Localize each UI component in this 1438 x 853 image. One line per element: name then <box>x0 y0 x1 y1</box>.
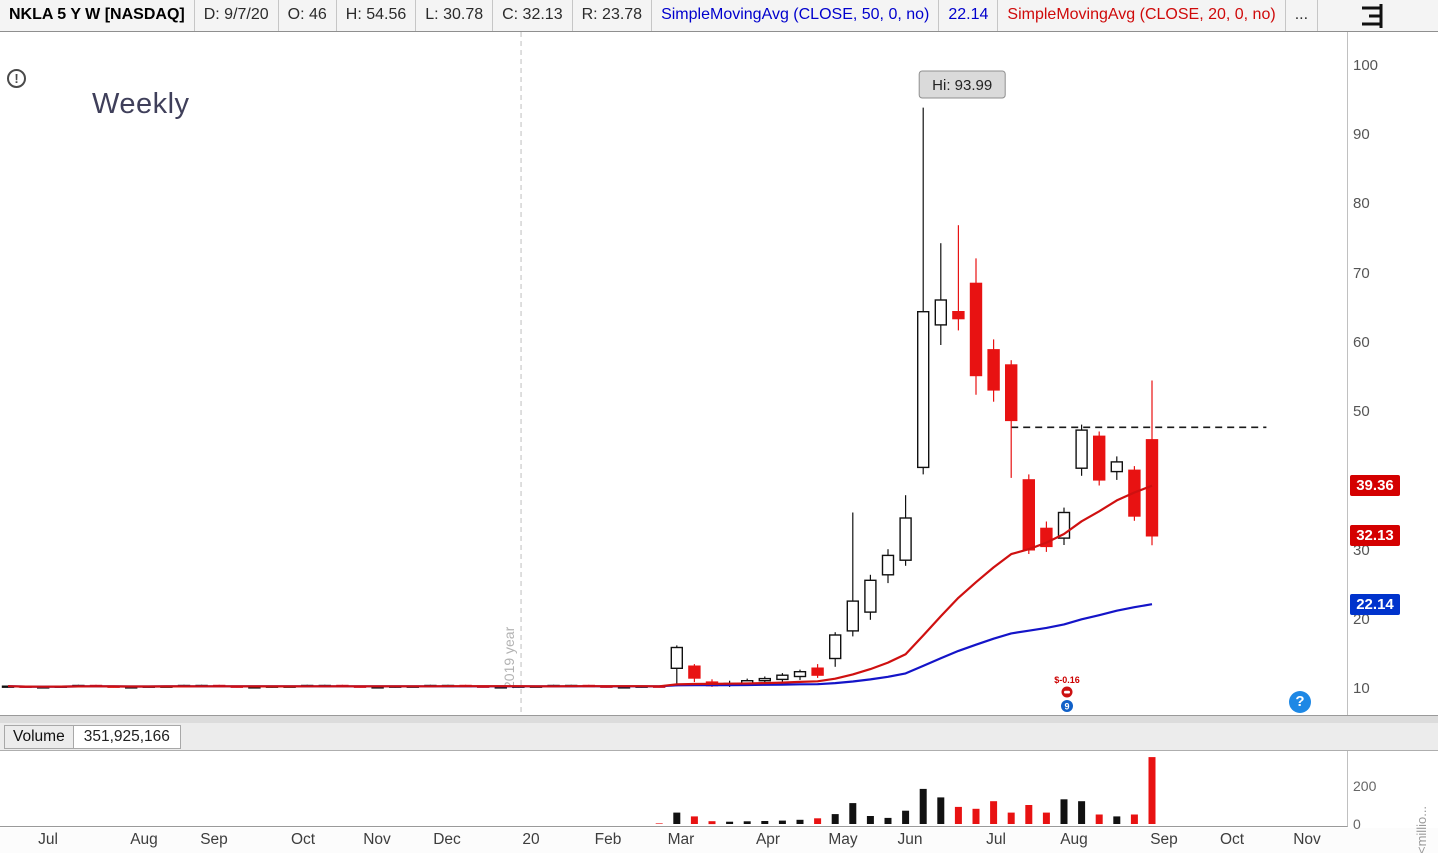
chart-header: NKLA 5 Y W [NASDAQ] D: 9/7/20 O: 46 H: 5… <box>0 0 1438 32</box>
month-tick: Nov <box>363 831 391 848</box>
price-tick: 90 <box>1353 126 1370 144</box>
month-tick: Apr <box>755 831 781 848</box>
sma50-value: 22.14 <box>939 0 999 31</box>
month-tick: Jul <box>986 831 1006 848</box>
volume-header: Volume 351,925,166 <box>0 723 1438 751</box>
month-tick: Oct <box>1219 831 1245 848</box>
price-tick: 50 <box>1353 403 1370 421</box>
month-tick: Jul <box>38 831 58 848</box>
month-tick: Dec <box>433 831 461 848</box>
month-tick: Oct <box>290 831 316 848</box>
date-cell: D: 9/7/20 <box>195 0 279 31</box>
month-tick: Nov <box>1293 831 1321 848</box>
volume-tick: 0 <box>1353 816 1361 832</box>
month-tick: 20 <box>522 831 540 848</box>
close-cell: C: 32.13 <box>493 0 573 31</box>
svg-text:Hi: 93.99: Hi: 93.99 <box>932 77 992 94</box>
earnings-icon <box>1061 700 1073 712</box>
time-axis[interactable]: Jul Aug Sep Oct Nov Dec 20 Feb Mar Apr May Jun Jul Au… <box>0 828 1438 853</box>
high-cell: H: 54.56 <box>337 0 417 31</box>
header-overflow-button[interactable]: ... <box>1286 0 1319 31</box>
price-tick: 100 <box>1353 57 1379 74</box>
volume-chart[interactable] <box>0 751 1348 827</box>
timeframe-label: Weekly <box>92 88 190 120</box>
month-tick: Jun <box>897 831 923 848</box>
volume-value: 351,925,166 <box>72 725 180 748</box>
month-tick: May <box>828 831 858 848</box>
sma20-study-label[interactable]: SimpleMovingAvg (CLOSE, 20, 0, no) <box>998 0 1286 31</box>
symbol-label: NKLA 5 Y W [NASDAQ] <box>0 0 195 31</box>
sma20-badge: 39.36 <box>1350 475 1400 497</box>
last-price-badge: 32.13 <box>1350 525 1400 547</box>
month-tick: Mar <box>667 831 695 848</box>
open-cell: O: 46 <box>279 0 337 31</box>
price-axis[interactable]: <millio... 10090807060504030201039.3632.… <box>1348 32 1438 853</box>
month-tick: Sep <box>200 831 228 848</box>
svg-text:2019 year: 2019 year <box>501 626 517 689</box>
price-tick: 70 <box>1353 264 1370 282</box>
sma50-study-label[interactable]: SimpleMovingAvg (CLOSE, 50, 0, no) <box>652 0 940 31</box>
month-tick: Feb <box>594 831 622 848</box>
volume-label: Volume <box>13 727 65 745</box>
volume-readout: Volume 351,925,166 <box>4 724 181 749</box>
low-cell: L: 30.78 <box>416 0 494 31</box>
svg-text:$-0.16: $-0.16 <box>1054 675 1080 685</box>
help-icon[interactable]: ? <box>1289 691 1311 713</box>
svg-text:9: 9 <box>1064 702 1069 712</box>
price-tick: 80 <box>1353 195 1370 213</box>
price-chart[interactable]: 2019 year Hi: 93.99 $-0.16 9 Weekly ! ? <box>0 32 1348 715</box>
sma50-badge: 22.14 <box>1350 594 1400 616</box>
info-icon[interactable]: ! <box>7 69 26 88</box>
month-tick: Sep <box>1150 831 1178 848</box>
chart-style-icon[interactable] <box>1354 2 1388 30</box>
candlestick-plot[interactable]: 2019 year Hi: 93.99 $-0.16 9 <box>0 32 1348 715</box>
range-cell: R: 23.78 <box>573 0 653 31</box>
volume-tick: 200 <box>1353 778 1377 794</box>
month-tick: Aug <box>1060 831 1088 848</box>
volume-bars-plot[interactable] <box>0 751 1348 827</box>
price-tick: 10 <box>1353 679 1370 697</box>
price-tick: 60 <box>1353 333 1370 351</box>
price-tick: 20 <box>1353 610 1370 628</box>
month-tick: Aug <box>130 831 158 848</box>
panel-divider[interactable] <box>0 715 1438 723</box>
volume-unit-label: <millio... <box>1414 805 1429 853</box>
